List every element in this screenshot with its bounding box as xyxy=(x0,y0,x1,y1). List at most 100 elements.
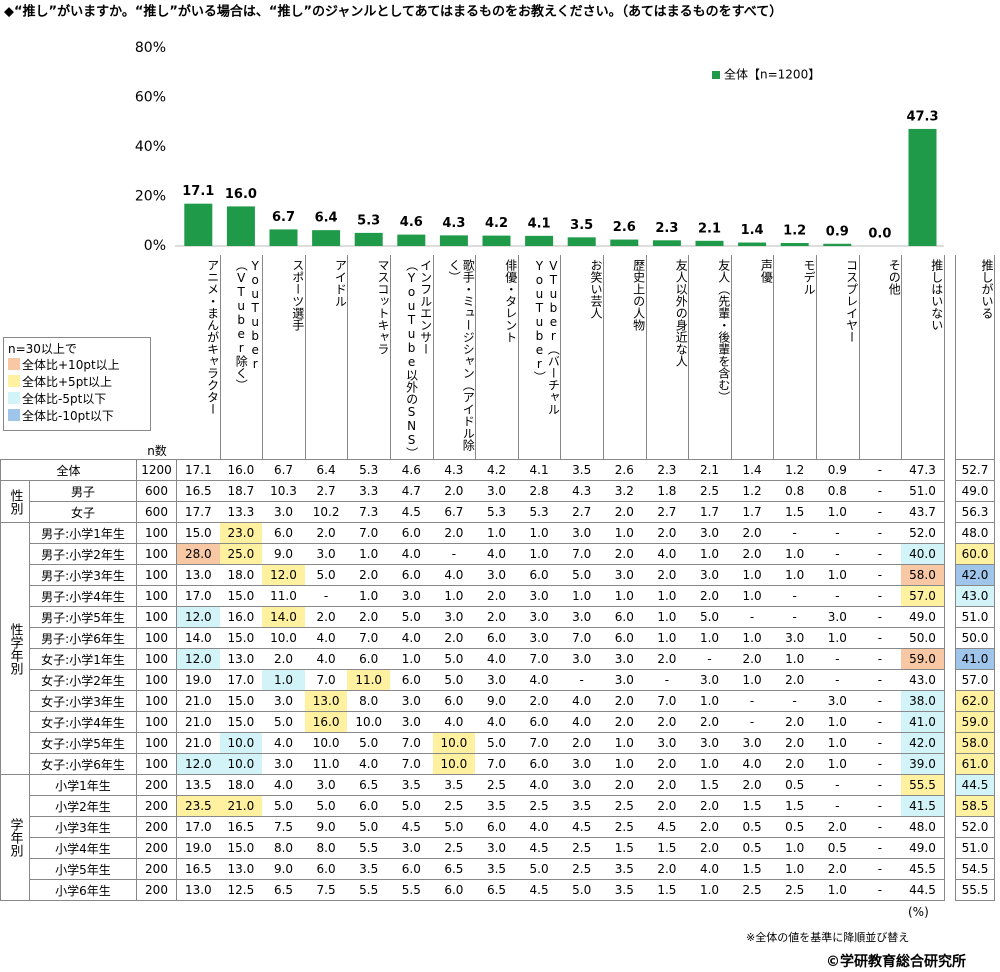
table-cell: 2.3 xyxy=(645,460,690,481)
table-cell: 15.0 xyxy=(219,691,264,712)
table-cell: 8.0 xyxy=(262,838,306,859)
table-cell: 55.5 xyxy=(955,880,995,901)
table-cell: 5.0 xyxy=(688,607,732,628)
table-cell: 13.0 xyxy=(219,649,264,670)
table-cell: 58.5 xyxy=(955,796,995,817)
n-cell: 100 xyxy=(137,712,177,733)
table-cell: 1.0 xyxy=(773,859,817,880)
bar xyxy=(823,243,852,246)
table-cell: 3.5 xyxy=(390,775,434,796)
table-cell: 41.0 xyxy=(901,712,945,733)
table-cell: 16.0 xyxy=(304,712,349,733)
table-cell: 21.0 xyxy=(177,712,221,733)
table-cell: 2.0 xyxy=(773,712,817,733)
table-cell: 5.0 xyxy=(560,880,604,901)
value-label: 47.3 xyxy=(906,109,938,124)
column-header: アイドル xyxy=(304,255,349,460)
n-cell: 600 xyxy=(137,481,177,502)
column-header: マスコットキャラ xyxy=(347,255,391,460)
table-cell: - xyxy=(304,586,349,607)
table-cell: 51.0 xyxy=(955,607,995,628)
table-cell: 1.0 xyxy=(730,628,775,649)
table-cell: 5.3 xyxy=(347,460,391,481)
table-cell: 3.5 xyxy=(560,460,604,481)
n-cell: 200 xyxy=(137,880,177,901)
table-cell: 2.5 xyxy=(730,880,775,901)
table-cell: 0.5 xyxy=(730,817,775,838)
table-cell: 4.5 xyxy=(560,817,604,838)
table-cell: 4.0 xyxy=(560,712,604,733)
table-cell: 57.0 xyxy=(901,586,945,607)
table-cell: 3.0 xyxy=(475,565,519,586)
table-cell: 51.0 xyxy=(901,481,945,502)
table-cell: 3.0 xyxy=(603,565,647,586)
table-cell: - xyxy=(858,565,903,586)
table-cell: 1.0 xyxy=(262,670,306,691)
table-cell: - xyxy=(858,628,903,649)
table-cell: 12.0 xyxy=(177,649,221,670)
table-cell: 16.5 xyxy=(219,817,264,838)
bar xyxy=(482,235,511,246)
row-label: 女子:小学1年生 xyxy=(30,649,137,670)
table-cell: - xyxy=(773,691,817,712)
value-label: 4.6 xyxy=(400,215,423,230)
table-cell: 6.0 xyxy=(432,691,477,712)
table-cell: 19.0 xyxy=(177,670,221,691)
table-cell: - xyxy=(645,670,690,691)
table-cell: 10.0 xyxy=(219,733,264,754)
n-cell: 200 xyxy=(137,796,177,817)
table-cell: 5.0 xyxy=(347,733,391,754)
table-cell: 1.0 xyxy=(347,544,391,565)
table-cell: 6.0 xyxy=(517,565,562,586)
table-cell: 4.0 xyxy=(560,691,604,712)
table-cell: 1.5 xyxy=(645,880,690,901)
n-cell: 100 xyxy=(137,544,177,565)
table-cell: 10.0 xyxy=(304,733,349,754)
table-cell: 4.3 xyxy=(560,481,604,502)
table-cell: 17.0 xyxy=(177,586,221,607)
table-cell: 3.0 xyxy=(688,670,732,691)
table-cell: 51.0 xyxy=(955,838,995,859)
table-cell: 6.0 xyxy=(262,523,306,544)
table-cell: 11.0 xyxy=(304,754,349,775)
table-cell: 15.0 xyxy=(219,838,264,859)
table-cell: 3.5 xyxy=(603,880,647,901)
table-cell: 15.0 xyxy=(177,523,221,544)
table-cell: 17.7 xyxy=(177,502,221,523)
table-cell: 52.0 xyxy=(955,817,995,838)
table-cell: 6.5 xyxy=(347,775,391,796)
bar xyxy=(610,239,639,246)
value-label: 4.2 xyxy=(485,216,508,231)
table-cell: 2.0 xyxy=(347,565,391,586)
bar xyxy=(269,229,298,246)
table-cell: - xyxy=(816,523,860,544)
bar xyxy=(312,230,341,246)
n-cell: 100 xyxy=(137,649,177,670)
table-cell: 2.0 xyxy=(773,670,817,691)
highlight-legend xyxy=(3,337,151,431)
table-cell: 1.0 xyxy=(816,712,860,733)
table-cell: 1.0 xyxy=(432,586,477,607)
table-cell: 19.0 xyxy=(177,838,221,859)
table-cell: 61.0 xyxy=(955,754,995,775)
table-cell: 7.0 xyxy=(347,523,391,544)
table-cell: 23.5 xyxy=(177,796,221,817)
table-cell: - xyxy=(816,544,860,565)
table-cell: 2.0 xyxy=(730,523,775,544)
value-label: 0.9 xyxy=(826,224,849,239)
table-cell: - xyxy=(858,775,903,796)
table-cell: 6.0 xyxy=(304,859,349,880)
table-cell: - xyxy=(816,586,860,607)
row-label: 男子:小学5年生 xyxy=(30,607,137,628)
table-cell: 5.0 xyxy=(517,859,562,880)
table-cell: 13.0 xyxy=(177,565,221,586)
table-cell: 41.0 xyxy=(955,649,995,670)
column-header: 推しはいない xyxy=(901,255,945,460)
row-label: 男子:小学2年生 xyxy=(30,544,137,565)
table-cell: 1.0 xyxy=(645,607,690,628)
table-cell: 1.8 xyxy=(645,481,690,502)
table-cell: 62.0 xyxy=(955,691,995,712)
n-cell: 100 xyxy=(137,670,177,691)
table-cell: 5.0 xyxy=(262,796,306,817)
table-cell: 6.5 xyxy=(475,880,519,901)
